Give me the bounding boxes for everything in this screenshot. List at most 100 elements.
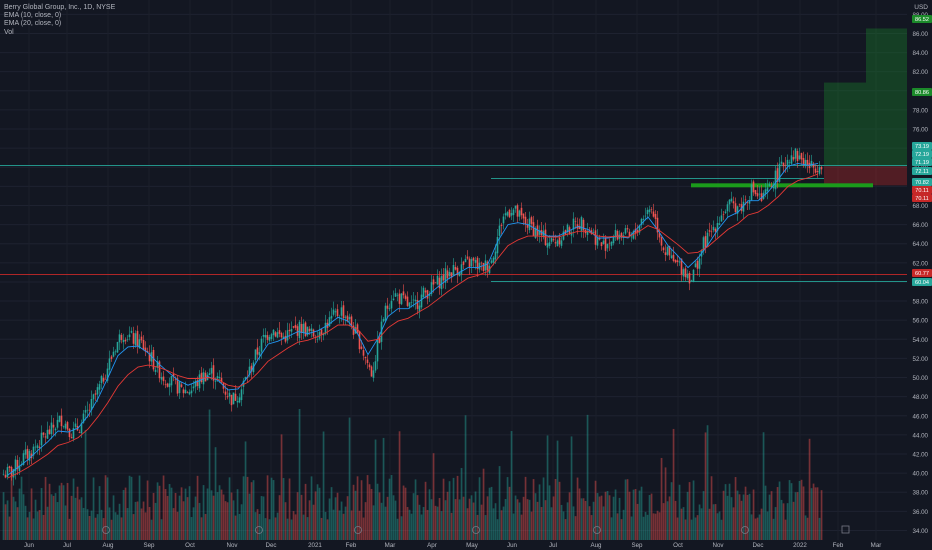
symbol-title[interactable]: Berry Global Group, Inc., 1D, NYSE (4, 4, 116, 11)
loss-zone (866, 166, 907, 186)
volume-bar (742, 494, 745, 540)
candle-body (692, 269, 695, 282)
volume-bar (448, 481, 451, 540)
volume-bar (8, 516, 11, 540)
volume-bar (662, 503, 665, 540)
volume-bar (428, 489, 431, 540)
candle-body (406, 296, 409, 306)
candle-body (266, 335, 269, 340)
volume-bar (12, 496, 15, 540)
candle-body (412, 299, 415, 301)
candle-body (726, 204, 729, 212)
candle-body (602, 240, 605, 244)
ema10-legend[interactable]: EMA (10, close, 0) (4, 12, 62, 20)
candle-body (722, 213, 725, 215)
candle-body (208, 373, 211, 376)
event-markers[interactable] (102, 525, 850, 534)
volume-bar (574, 516, 577, 540)
y-tick-label: 76.00 (913, 127, 929, 134)
candle-body (126, 339, 129, 340)
candle-body (58, 415, 61, 422)
candle-body (546, 243, 549, 248)
volume-bar (796, 492, 799, 540)
candle-body (680, 258, 683, 275)
candle-body (816, 171, 819, 173)
volume-bar (512, 513, 515, 540)
candle-body (778, 163, 781, 182)
volume-bar (362, 517, 365, 540)
time-axis[interactable]: Jun Jul Aug Sep Oct Nov Dec 2021 Feb Mar Apr May Jun… (24, 542, 881, 549)
price-axis[interactable]: 88.0086.0084.0082.0080.0078.0076.0074.00… (912, 4, 932, 535)
y-tick-label: 82.00 (913, 69, 929, 76)
earnings-event-icon (741, 526, 749, 534)
volume-bar (226, 502, 229, 540)
volume-bar (192, 507, 195, 540)
candle-body (794, 148, 797, 159)
candle-body (374, 361, 377, 371)
volume-bar (604, 491, 607, 540)
candle-body (258, 352, 261, 356)
candle-body (22, 453, 25, 465)
candle-body (644, 215, 647, 217)
volume-bar (134, 501, 137, 540)
volume-bar (558, 481, 561, 540)
earnings-event-icon (255, 526, 263, 534)
position-zones[interactable] (824, 28, 907, 186)
volume-bar (82, 507, 85, 540)
volume-bar (632, 489, 635, 540)
y-tick-label: 46.00 (913, 413, 929, 420)
volume-bar (210, 490, 213, 540)
volume-bar (170, 487, 173, 540)
volume-bar (426, 509, 429, 540)
candle-body (752, 181, 755, 193)
candle-body (52, 424, 55, 428)
volume-bar (88, 515, 91, 540)
candle-body (458, 273, 461, 277)
candle-body (534, 228, 537, 239)
volume-bar (354, 490, 357, 540)
candle-body (344, 316, 347, 318)
candle-body (234, 393, 237, 401)
candle-body (620, 232, 623, 238)
candle-body (676, 260, 679, 263)
volume-bar (150, 519, 153, 540)
candle-body (360, 346, 363, 349)
candle-body (574, 221, 577, 222)
volume-bar (272, 480, 275, 540)
candle-body (166, 383, 169, 387)
candle-body (162, 376, 165, 382)
volume-bar (320, 517, 323, 540)
volume-bar (236, 489, 239, 540)
volume-bar (438, 498, 441, 540)
volume-bar (630, 516, 633, 540)
volume-bar (174, 492, 177, 540)
ema20-legend[interactable]: EMA (20, close, 0) (4, 20, 62, 28)
candle-body (580, 217, 583, 231)
y-tick-label: 48.00 (913, 394, 929, 401)
candle-body (230, 394, 233, 406)
volume-bar (342, 513, 345, 540)
candle-body (490, 260, 493, 264)
volume-bar (420, 514, 423, 540)
candle-body (4, 474, 7, 478)
candle-body (690, 280, 693, 281)
volume-bar (580, 498, 583, 540)
volume-bar (712, 504, 715, 540)
volume-bar (676, 517, 679, 540)
volume-bar (390, 475, 393, 540)
candle-body (28, 450, 31, 461)
volume-bar (812, 483, 815, 540)
x-tick-label: May (466, 542, 479, 549)
candle-body (516, 205, 519, 217)
candle-body (60, 415, 63, 427)
candle-body (138, 339, 141, 348)
candle-body (300, 323, 303, 333)
volume-legend[interactable]: Vol (4, 28, 14, 36)
volume-bar (20, 476, 23, 540)
candle-body (220, 377, 223, 383)
candle-body (244, 376, 247, 380)
candle-body (706, 232, 709, 246)
volume-bar (520, 514, 523, 540)
candle-body (284, 335, 287, 342)
